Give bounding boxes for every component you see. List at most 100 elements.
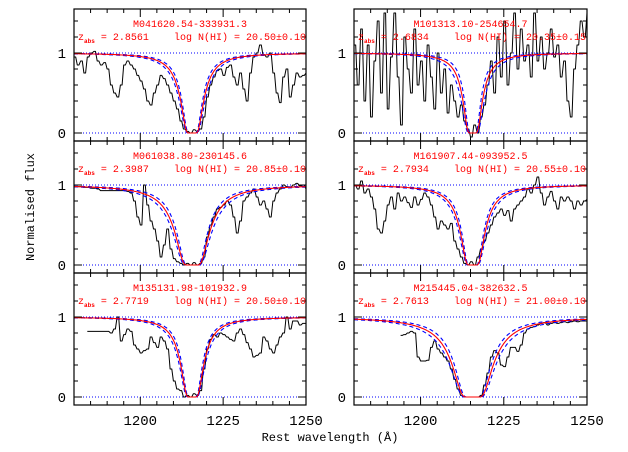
quasar-name-label: M041620.54-333931.3: [133, 20, 247, 31]
y-tick-label: 1: [338, 311, 346, 327]
fit-lower-error-curve: [354, 318, 587, 398]
column-density-label: log N(HI) = 20.50±0.10: [174, 32, 306, 44]
quasar-name-label: M161907.44-093952.5: [413, 152, 527, 163]
fit-lower-error-curve: [354, 185, 587, 266]
best-fit-curve: [354, 185, 587, 266]
quasar-name-label: M135131.98-101932.9: [133, 284, 247, 295]
z-subscript: abs: [364, 170, 375, 177]
y-tick-label: 1: [58, 179, 66, 195]
nhi-label: log N(HI) =: [174, 164, 246, 176]
panel-3: 0 1 M061038.80-230145.6 zabs = 2.3987 log N(…: [58, 140, 307, 275]
z-abs-value: 2.7719: [113, 297, 149, 308]
spectrum-line: [74, 182, 306, 266]
quasar-name-label: M215445.04-382632.5: [413, 284, 527, 295]
nhi-label: log N(HI) =: [454, 296, 526, 308]
y-tick-label: 0: [338, 259, 346, 275]
panel-4: 0 1 M161907.44-093952.5 zabs = 2.7934 log N(…: [338, 140, 588, 275]
z-subscript: abs: [84, 170, 95, 177]
nhi-value: 20.50±0.10: [246, 297, 306, 308]
nhi-value: 20.35±0.15: [526, 33, 586, 44]
z-subscript: abs: [364, 38, 375, 45]
column-density-label: log N(HI) = 20.85±0.10: [174, 164, 306, 176]
z-symbol: z: [78, 297, 84, 308]
best-fit-curve: [354, 52, 587, 134]
fit-upper-error-curve: [74, 186, 306, 266]
z-abs-label: zabs = 2.8561: [78, 33, 149, 45]
spectrum-line: [74, 44, 306, 134]
y-tick-label: 1: [338, 179, 346, 195]
panel-2: 0 1 M101313.10-254654.7 zabs = 2.6834 log N(…: [338, 8, 588, 143]
nhi-value: 20.55±0.10: [526, 165, 586, 176]
fit-upper-error-curve: [354, 185, 587, 266]
panel-6: 0 1 1200 1225 1250 M215445.04-382632.5 zabs = …: [338, 272, 604, 430]
y-tick-label: 1: [338, 47, 346, 63]
x-tick-label: 1200: [123, 414, 157, 430]
y-tick-label: 1: [58, 47, 66, 63]
z-equals: =: [95, 33, 113, 44]
x-tick-label: 1250: [289, 414, 323, 430]
x-tick-label: 1225: [487, 414, 521, 430]
fit-upper-error-curve: [354, 319, 587, 398]
z-abs-value: 2.8561: [113, 33, 149, 44]
x-tick-label: 1225: [206, 414, 240, 430]
nhi-label: log N(HI) =: [454, 32, 526, 44]
z-abs-label: zabs = 2.7719: [78, 297, 149, 309]
nhi-label: log N(HI) =: [454, 164, 526, 176]
y-tick-label: 0: [338, 391, 346, 407]
spectrum-line: [87, 316, 306, 398]
nhi-value: 21.00±0.10: [526, 297, 586, 308]
fit-upper-error-curve: [74, 317, 306, 398]
z-abs-label: zabs = 2.7934: [358, 165, 429, 177]
z-symbol: z: [78, 165, 84, 176]
z-abs-value: 2.6834: [393, 33, 429, 44]
z-equals: =: [375, 165, 393, 176]
z-abs-label: zabs = 2.3987: [78, 165, 149, 177]
fit-upper-error-curve: [74, 53, 306, 134]
z-subscript: abs: [84, 38, 95, 45]
x-tick-label: 1250: [570, 414, 604, 430]
y-tick-label: 1: [58, 311, 66, 327]
z-symbol: z: [358, 297, 364, 308]
z-subscript: abs: [84, 302, 95, 309]
best-fit-curve: [74, 53, 306, 134]
y-tick-label: 0: [58, 259, 66, 275]
fit-lower-error-curve: [74, 317, 306, 398]
nhi-label: log N(HI) =: [174, 32, 246, 44]
best-fit-curve: [74, 317, 306, 398]
z-symbol: z: [78, 33, 84, 44]
y-tick-label: 0: [58, 127, 66, 143]
z-symbol: z: [358, 33, 364, 44]
nhi-label: log N(HI) =: [174, 296, 246, 308]
column-density-label: log N(HI) = 21.00±0.10: [454, 296, 586, 308]
fit-lower-error-curve: [74, 185, 306, 266]
z-abs-label: zabs = 2.7613: [358, 297, 429, 309]
quasar-name-label: M061038.80-230145.6: [133, 152, 247, 163]
column-density-label: log N(HI) = 20.35±0.15: [454, 32, 586, 44]
z-abs-label: zabs = 2.6834: [358, 33, 429, 45]
z-abs-value: 2.3987: [113, 165, 149, 176]
spectrum-line: [354, 12, 587, 138]
z-equals: =: [375, 297, 393, 308]
nhi-value: 20.50±0.10: [246, 33, 306, 44]
z-symbol: z: [358, 165, 364, 176]
fit-lower-error-curve: [74, 53, 306, 134]
quasar-name-label: M101313.10-254654.7: [413, 20, 527, 31]
x-axis-label: Rest wavelength (Å): [262, 430, 399, 445]
z-abs-value: 2.7613: [393, 297, 429, 308]
spectrum-line: [354, 176, 587, 266]
panel-5: 0 1 1200 1225 1250 M135131.98-101932.9 zabs = …: [58, 272, 323, 430]
spectrum-line: [400, 320, 587, 398]
column-density-label: log N(HI) = 20.55±0.10: [454, 164, 586, 176]
best-fit-curve: [354, 318, 587, 398]
nhi-value: 20.85±0.10: [246, 165, 306, 176]
z-equals: =: [95, 297, 113, 308]
z-abs-value: 2.7934: [393, 165, 429, 176]
best-fit-curve: [74, 185, 306, 266]
z-subscript: abs: [364, 302, 375, 309]
y-tick-label: 0: [58, 391, 66, 407]
x-tick-label: 1200: [404, 414, 438, 430]
z-equals: =: [375, 33, 393, 44]
panel-1: 0 1 M041620.54-333931.3 zabs = 2.8561 log N(…: [58, 8, 307, 143]
